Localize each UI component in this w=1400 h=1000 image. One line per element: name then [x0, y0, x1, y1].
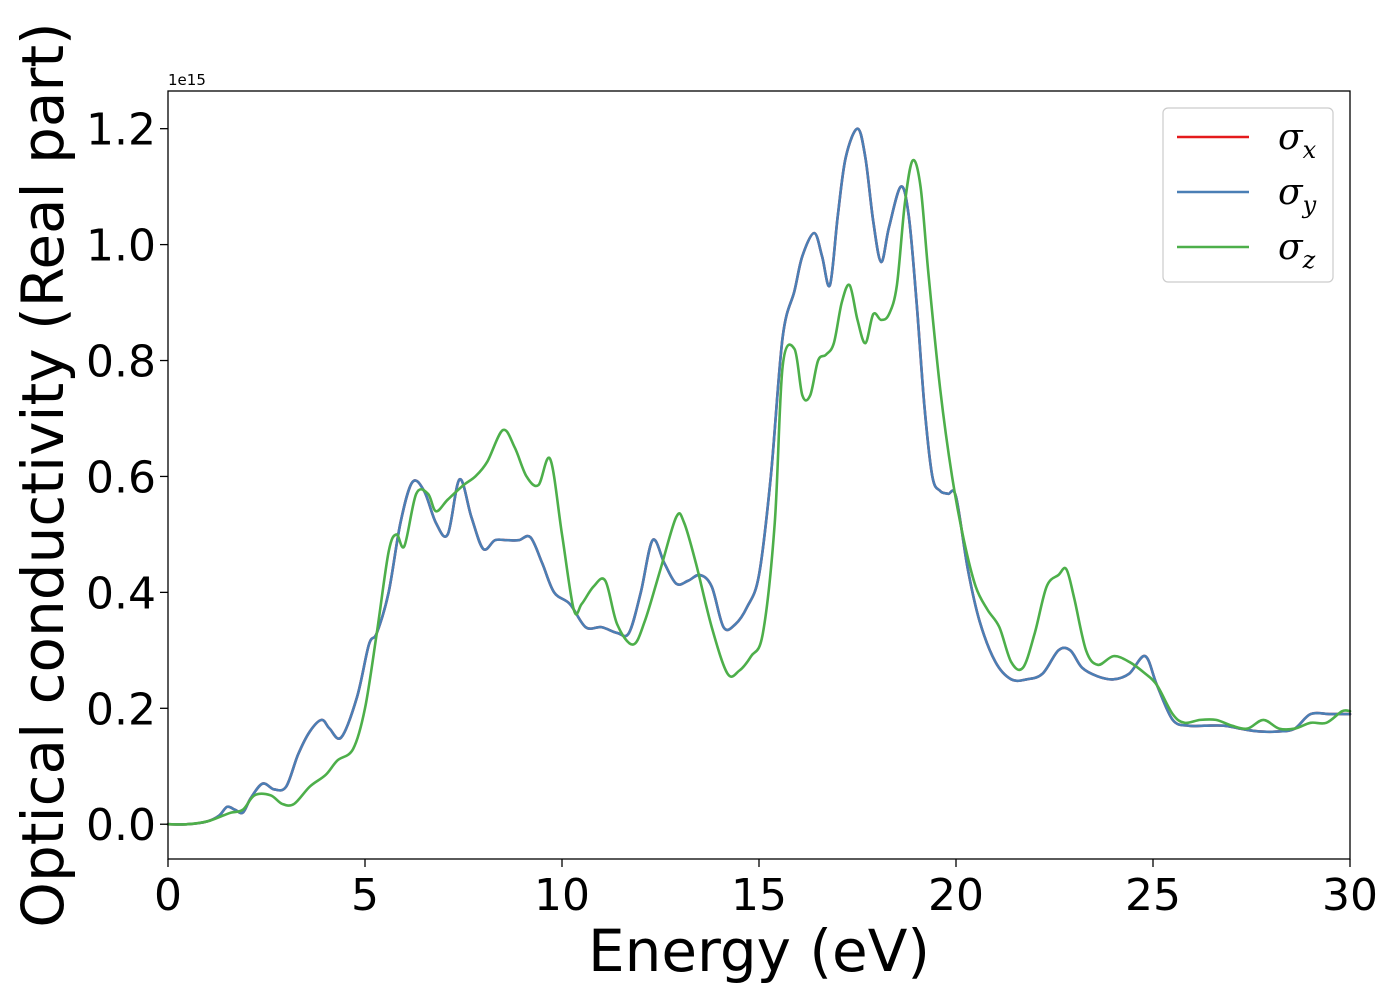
y-axis: 0.0 0.2 0.4 0.6 0.8 1.0 1.2 [86, 105, 168, 851]
series-layer [166, 127, 1352, 826]
x-tick-label: 25 [1125, 870, 1181, 921]
x-tick-label: 20 [928, 870, 984, 921]
y-tick-label: 0.4 [86, 568, 156, 619]
y-axis-title: Optical conductivity (Real part) [9, 22, 77, 927]
x-axis-title: Energy (eV) [588, 917, 930, 985]
series-line-y [166, 127, 1352, 826]
y-tick-label: 0.6 [86, 452, 156, 503]
x-tick-label: 10 [534, 870, 590, 921]
x-tick-label: 5 [351, 870, 379, 921]
y-tick-label: 0.2 [86, 684, 156, 735]
legend-box [1162, 107, 1334, 283]
series-line-z [166, 158, 1352, 826]
x-tick-label: 0 [154, 870, 182, 921]
x-axis: 0 5 10 15 20 25 30 [154, 859, 1378, 921]
x-tick-label: 15 [731, 870, 787, 921]
x-tick-label: 30 [1322, 870, 1378, 921]
y-offset-label: 1e15 [168, 71, 206, 89]
y-tick-label: 0.0 [86, 800, 156, 851]
y-tick-label: 0.8 [86, 337, 156, 388]
y-tick-label: 1.0 [86, 221, 156, 272]
y-tick-label: 1.2 [86, 105, 156, 156]
